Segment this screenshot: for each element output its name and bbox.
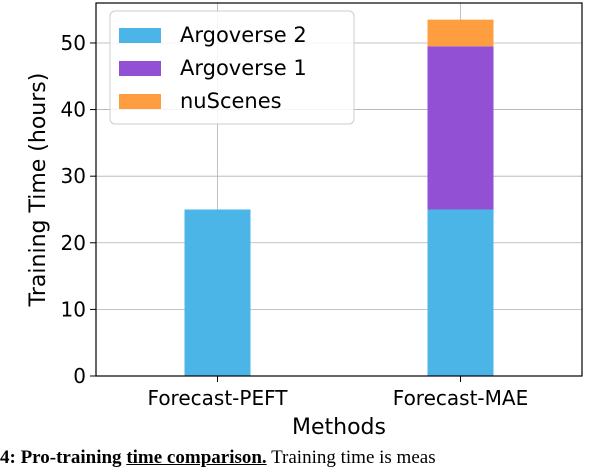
legend-frame: [109, 10, 355, 125]
legend-label: Argoverse 1: [180, 56, 307, 80]
y-axis-label: Training Time (hours): [26, 73, 51, 308]
legend-label: nuScenes: [180, 89, 282, 113]
caption-text: Training time is meas: [271, 447, 436, 468]
bar-segment: [427, 19, 494, 47]
bar-segment: [427, 46, 494, 210]
caption-title: time comparison.: [126, 447, 267, 468]
bar-segment: [184, 209, 251, 376]
y-axis-ticks: 0 10 20 30 40 50: [61, 31, 96, 388]
legend: Argoverse 2 Argoverse 1 nuScenes: [109, 10, 355, 125]
y-tick-label: 30: [61, 164, 86, 188]
legend-label: Argoverse 2: [180, 23, 307, 47]
bar-segment: [427, 209, 494, 376]
y-tick-label: 10: [61, 297, 86, 321]
legend-swatch: [119, 94, 161, 109]
y-tick-label: 40: [61, 98, 86, 122]
bars: [184, 19, 494, 376]
legend-swatch: [119, 61, 161, 76]
y-tick-label: 20: [61, 231, 86, 255]
figure-caption: 4: Pro-training time comparison. Trainin…: [0, 447, 600, 470]
stacked-bar-chart: 0 10 20 30 40 50 Forecast-PEFT Forecast-MAE Tr…: [26, 2, 583, 440]
x-tick-label: Forecast-MAE: [393, 386, 528, 410]
legend-swatch: [119, 28, 161, 43]
plot-frame: [95, 2, 583, 377]
caption-label: 4: Pro-training: [0, 447, 122, 468]
x-tick-label: Forecast-PEFT: [148, 386, 289, 410]
x-axis-label: Methods: [292, 415, 386, 440]
x-axis-ticks: Forecast-PEFT Forecast-MAE: [148, 376, 528, 410]
y-tick-label: 0: [73, 364, 86, 388]
y-tick-label: 50: [61, 31, 86, 55]
